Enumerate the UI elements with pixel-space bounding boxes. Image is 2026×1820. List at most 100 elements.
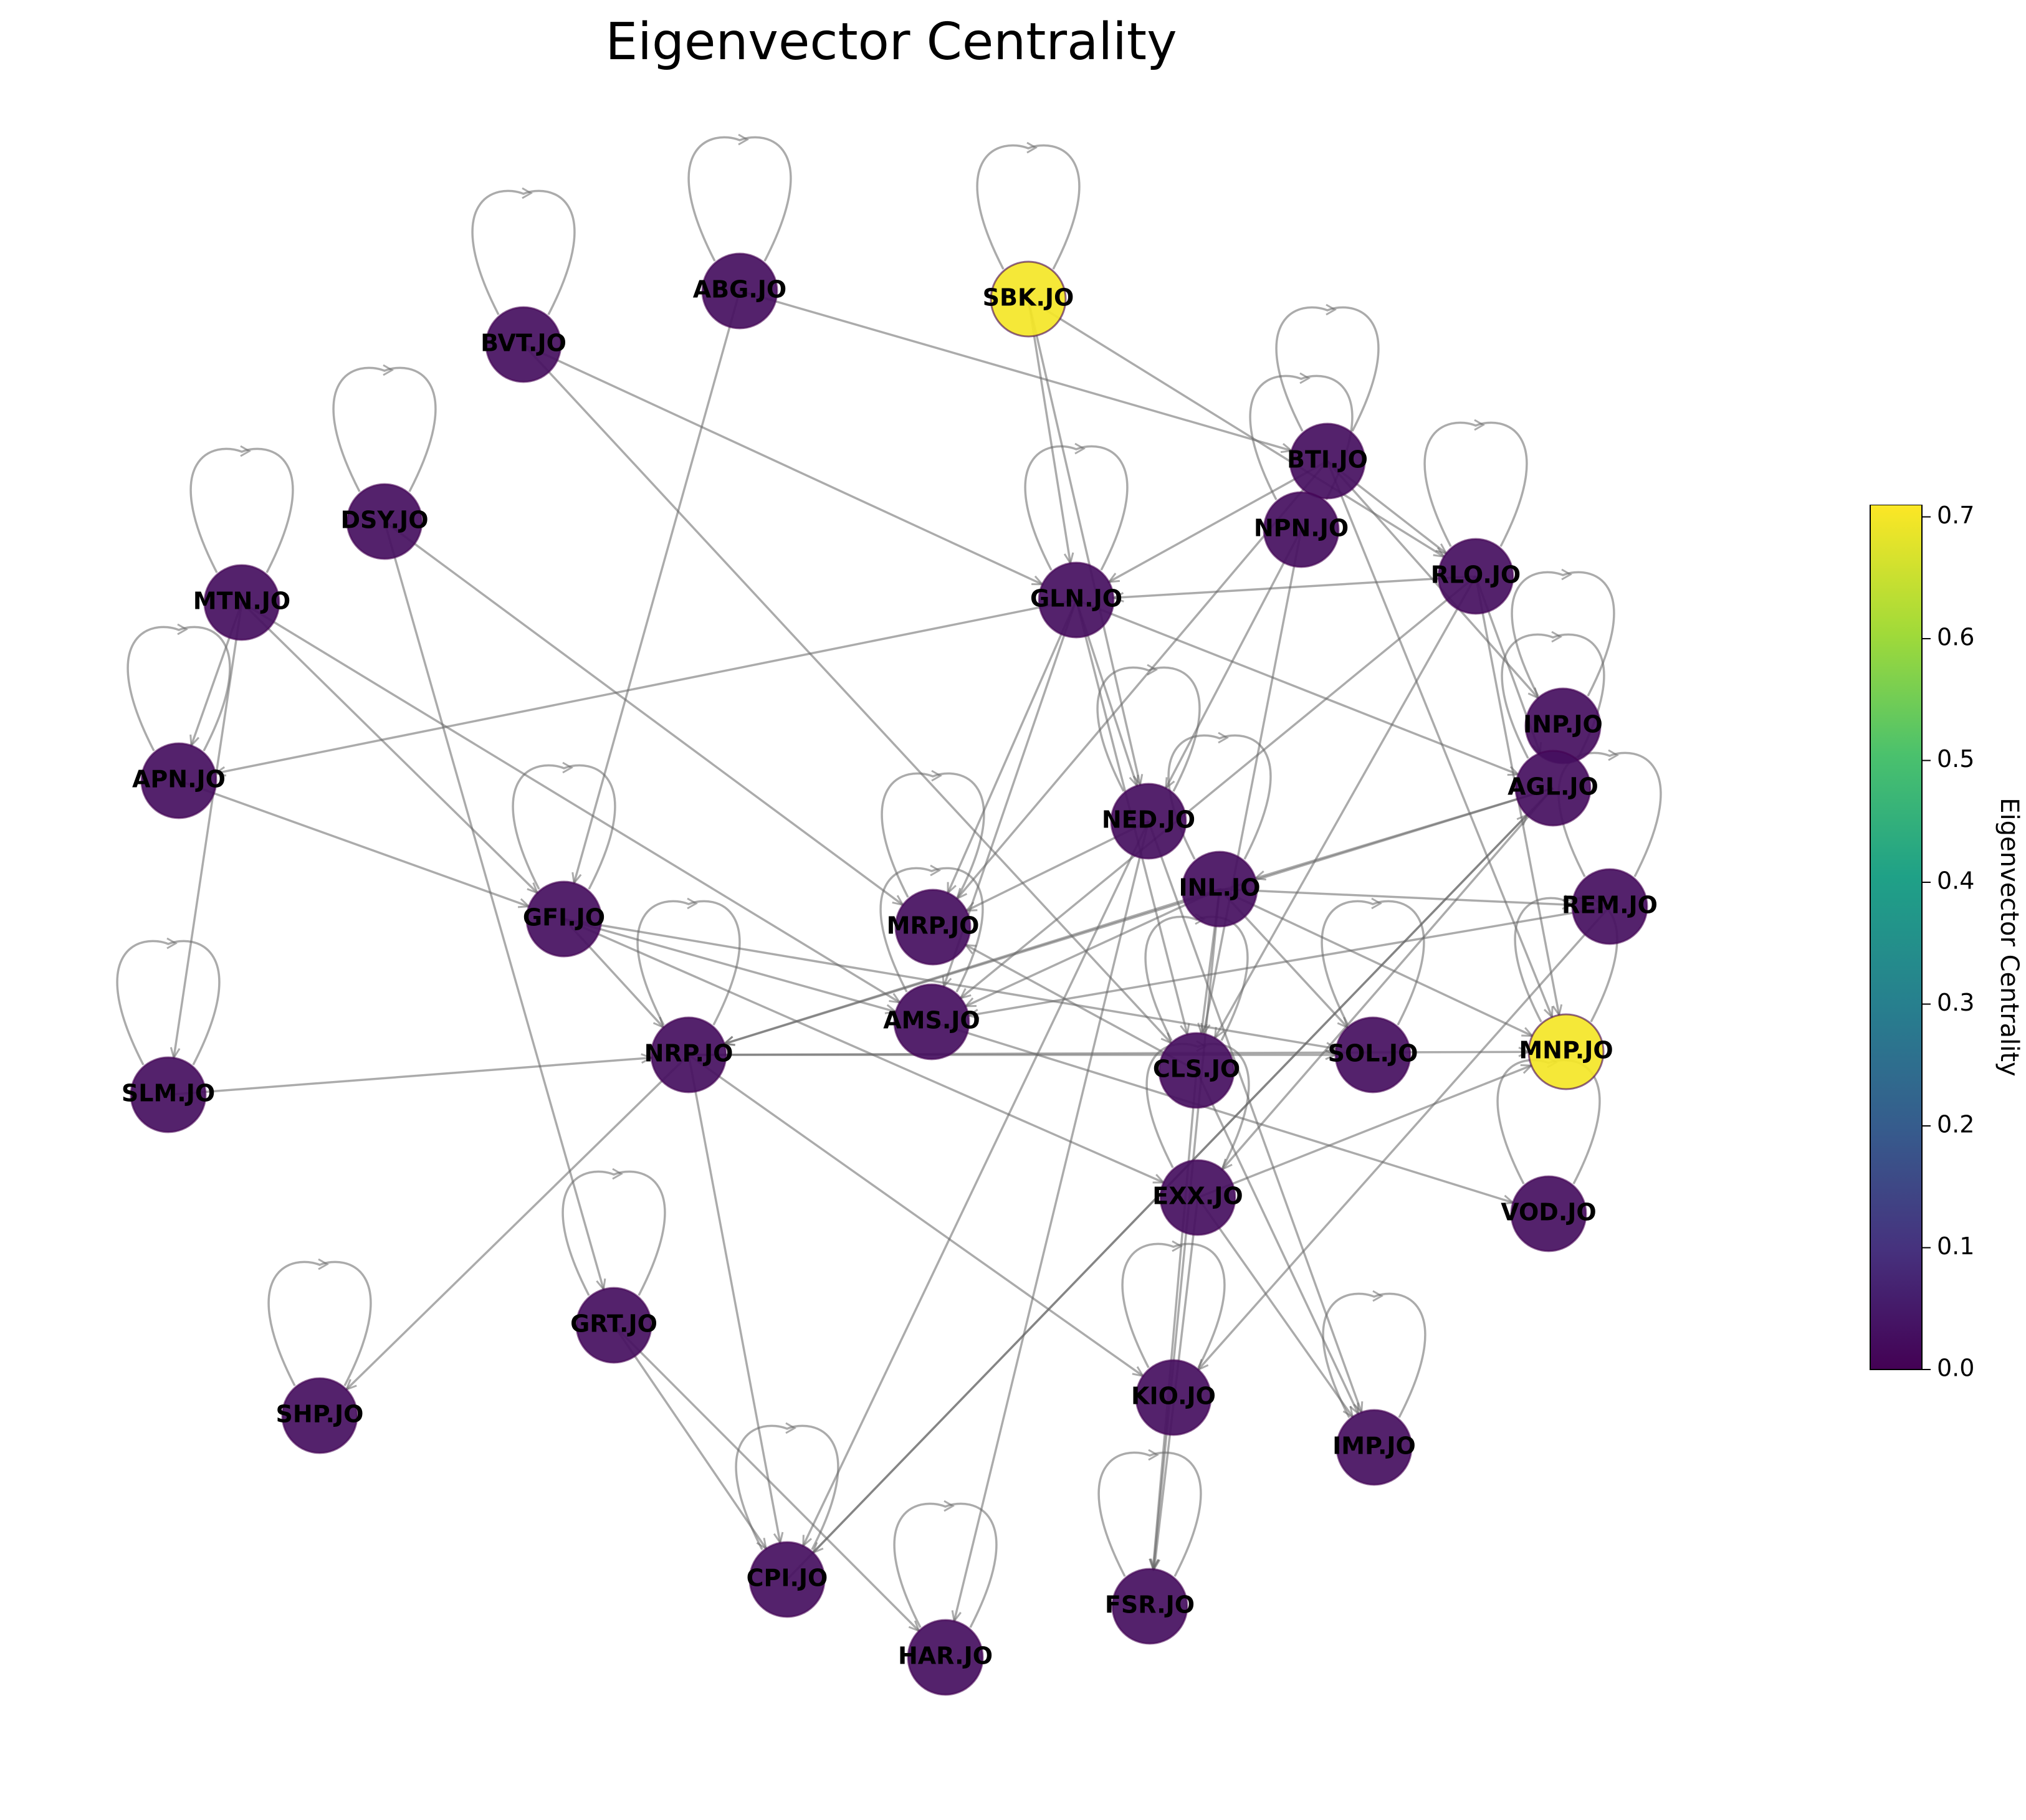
node-mrp-jo[interactable] bbox=[894, 889, 972, 966]
node-gln-jo[interactable] bbox=[1038, 561, 1115, 639]
node-dsy-jo[interactable] bbox=[346, 483, 423, 560]
self-loop-abg-jo bbox=[687, 133, 792, 262]
self-loop-curve bbox=[1321, 900, 1425, 1026]
edge-line bbox=[739, 290, 1292, 452]
node-shp-jo[interactable] bbox=[281, 1377, 358, 1454]
node-agl-jo[interactable] bbox=[1514, 750, 1592, 827]
self-loop-arrowhead bbox=[1372, 1290, 1384, 1302]
self-loop-arrowhead bbox=[944, 1500, 955, 1512]
edge-line bbox=[1195, 1070, 1360, 1414]
edge-line bbox=[1152, 1070, 1198, 1570]
self-loop-kio-jo bbox=[1121, 1240, 1226, 1368]
edge-gln-jo-to-mrp-jo bbox=[947, 599, 1078, 895]
colorbar-tick-0: 0.0 bbox=[1922, 1355, 1974, 1382]
self-loop-gfi-jo bbox=[512, 761, 616, 890]
node-gfi-jo[interactable] bbox=[525, 880, 603, 958]
self-loop-curve bbox=[1322, 1292, 1426, 1418]
node-bti-jo[interactable] bbox=[1289, 422, 1366, 500]
self-loop-arrowhead bbox=[1561, 568, 1573, 581]
self-loop-arrowhead bbox=[931, 769, 943, 782]
self-loop-sbk-jo bbox=[976, 141, 1081, 270]
node-bvt-jo[interactable] bbox=[485, 306, 562, 383]
edge-gln-jo-to-agl-jo bbox=[1076, 599, 1521, 776]
colorbar-tick-label: 0.1 bbox=[1937, 1232, 1974, 1260]
node-label-mtn-jo: MTN.JO bbox=[193, 588, 290, 615]
node-nrp-jo[interactable] bbox=[650, 1016, 727, 1093]
self-loop-curve bbox=[1096, 666, 1201, 792]
edge-line bbox=[168, 1056, 652, 1096]
node-inl-jo[interactable] bbox=[1181, 850, 1258, 928]
edge-nrp-jo-to-kio-jo bbox=[687, 1054, 1145, 1378]
node-label-shp-jo: SHP.JO bbox=[276, 1401, 364, 1428]
self-loop-grt-jo bbox=[561, 1168, 666, 1296]
self-loop-curve bbox=[879, 867, 984, 993]
edge-line bbox=[786, 814, 1528, 1581]
edge-line bbox=[241, 601, 538, 894]
node-apn-jo[interactable] bbox=[140, 742, 217, 819]
node-exx-jo[interactable] bbox=[1159, 1159, 1236, 1236]
self-loop-curve bbox=[1024, 445, 1129, 571]
node-vod-jo[interactable] bbox=[1510, 1175, 1587, 1252]
self-loop-arrowhead bbox=[240, 445, 252, 457]
edge-agl-jo-to-exx-jo bbox=[1220, 787, 1554, 1171]
node-sol-jo[interactable] bbox=[1334, 1016, 1412, 1093]
edge-line bbox=[687, 1054, 1144, 1377]
self-loop-arrowhead bbox=[612, 1168, 624, 1180]
node-mnp-jo[interactable] bbox=[1527, 1013, 1605, 1090]
self-loop-cpi-jo bbox=[735, 1422, 839, 1550]
edge-line bbox=[802, 821, 1150, 1546]
node-fsr-jo[interactable] bbox=[1111, 1568, 1188, 1645]
node-label-grt-jo: GRT.JO bbox=[570, 1310, 657, 1338]
edge-line bbox=[241, 601, 901, 1004]
self-loop-curve bbox=[1144, 915, 1249, 1041]
self-loop-curve bbox=[1501, 633, 1605, 759]
node-grt-jo[interactable] bbox=[575, 1287, 652, 1364]
self-loop-nrp-jo bbox=[636, 897, 741, 1026]
node-kio-jo[interactable] bbox=[1135, 1359, 1212, 1436]
edge-cls-jo-to-imp-jo bbox=[1195, 1070, 1360, 1416]
node-cls-jo[interactable] bbox=[1158, 1032, 1235, 1109]
self-loop-curve bbox=[332, 366, 437, 492]
node-ned-jo[interactable] bbox=[1110, 783, 1187, 860]
self-loop-fsr-jo bbox=[1097, 1449, 1202, 1577]
node-label-imp-jo: IMP.JO bbox=[1332, 1432, 1416, 1460]
colorbar-tick-label: 0.6 bbox=[1937, 624, 1974, 651]
node-cpi-jo[interactable] bbox=[748, 1541, 826, 1618]
self-loop-arrowhead bbox=[1172, 1240, 1183, 1252]
self-loop-ned-jo bbox=[1096, 664, 1201, 792]
edge-npn-jo-to-cls-jo bbox=[1200, 529, 1302, 1036]
node-npn-jo[interactable] bbox=[1263, 491, 1340, 568]
self-loop-arrowhead bbox=[687, 897, 699, 910]
chart-title: Eigenvector Centrality bbox=[605, 12, 1177, 72]
node-har-jo[interactable] bbox=[907, 1619, 984, 1696]
self-loop-curve bbox=[267, 1260, 372, 1386]
node-rem-jo[interactable] bbox=[1571, 868, 1648, 945]
edge-line bbox=[1108, 460, 1328, 583]
node-abg-jo[interactable] bbox=[701, 252, 778, 330]
self-loop-curve bbox=[471, 189, 576, 315]
node-ams-jo[interactable] bbox=[893, 983, 970, 1060]
edge-line bbox=[1028, 298, 1445, 558]
self-loop-arrowhead bbox=[1026, 141, 1038, 154]
node-sbk-jo[interactable] bbox=[990, 260, 1067, 338]
node-imp-jo[interactable] bbox=[1336, 1409, 1413, 1486]
node-label-rlo-jo: RLO.JO bbox=[1431, 561, 1521, 589]
colorbar-tick-1: 0.1 bbox=[1922, 1232, 1974, 1260]
edge-line bbox=[613, 1325, 767, 1550]
colorbar-tick-3: 0.3 bbox=[1922, 989, 1974, 1016]
node-label-rem-jo: REM.JO bbox=[1562, 892, 1658, 919]
node-label-bti-jo: BTI.JO bbox=[1287, 446, 1368, 474]
node-mtn-jo[interactable] bbox=[203, 564, 280, 641]
node-rlo-jo[interactable] bbox=[1437, 538, 1514, 615]
edge-rem-jo-to-ams-jo bbox=[966, 905, 1610, 1019]
self-loop-gln-jo bbox=[1024, 442, 1129, 571]
self-loop-mtn-jo bbox=[189, 445, 294, 573]
self-loop-curve bbox=[1275, 306, 1380, 432]
node-slm-jo[interactable] bbox=[130, 1056, 207, 1133]
node-label-slm-jo: SLM.JO bbox=[122, 1080, 215, 1107]
self-loop-apn-jo bbox=[127, 623, 231, 751]
edges-layer bbox=[168, 290, 1611, 1633]
node-label-gfi-jo: GFI.JO bbox=[523, 904, 605, 931]
edge-ned-jo-to-imp-jo bbox=[1147, 821, 1364, 1415]
edge-sbk-jo-to-ned-jo bbox=[1027, 298, 1144, 788]
